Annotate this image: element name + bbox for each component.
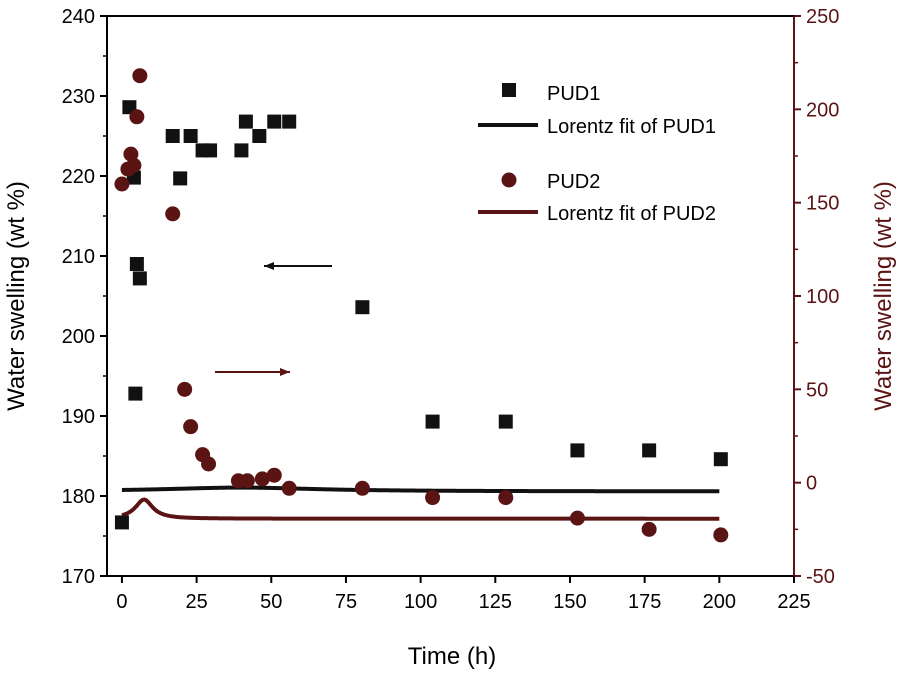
left-y-tick-label: 190 — [62, 406, 95, 428]
data-point-pud2 — [239, 473, 255, 489]
data-point-pud2 — [281, 480, 297, 496]
data-point-pud2 — [114, 176, 130, 192]
data-point-pud1 — [234, 143, 249, 158]
legend-label-pud1: PUD1 — [547, 83, 600, 105]
right-y-axis-title: Water swelling (wt %) — [870, 181, 897, 411]
data-point-pud2 — [354, 480, 370, 496]
x-tick-label: 25 — [185, 591, 207, 613]
data-point-pud1 — [570, 443, 585, 458]
data-point-pud1 — [173, 171, 188, 186]
data-point-pud1 — [642, 443, 657, 458]
data-point-pud2 — [177, 381, 193, 397]
data-point-pud2 — [266, 467, 282, 483]
legend-marker-pud1 — [502, 83, 516, 97]
data-point-pud1 — [203, 143, 218, 158]
left-y-tick-label: 210 — [62, 246, 95, 268]
left-y-tick-label: 220 — [62, 166, 95, 188]
x-tick-label: 225 — [777, 591, 810, 613]
x-tick-label: 200 — [703, 591, 736, 613]
data-point-pud2 — [569, 510, 585, 526]
data-point-pud2 — [129, 109, 145, 125]
data-point-pud2 — [165, 206, 181, 222]
data-point-pud1 — [267, 114, 282, 129]
fit-curve-pud1 — [121, 485, 720, 494]
left-y-tick-label: 200 — [62, 326, 95, 348]
left-y-tick-label: 170 — [62, 566, 95, 588]
x-tick-label: 175 — [628, 591, 661, 613]
data-point-pud1 — [183, 129, 198, 143]
right-y-tick-label: 200 — [806, 99, 839, 121]
data-point-pud1 — [282, 114, 297, 129]
data-point-pud2 — [201, 456, 217, 472]
axes: 0 25 50 75 100 125 150 175 200 225 170 180 190 200 210… — [62, 6, 840, 613]
legend-label-fit-pud2: Lorentz fit of PUD2 — [547, 203, 716, 225]
data-point-pud1 — [252, 129, 267, 143]
legend-label-fit-pud1: Lorentz fit of PUD1 — [547, 116, 716, 138]
legend-marker-pud2 — [501, 172, 517, 188]
data-point-pud1 — [128, 386, 143, 401]
left-y-tick-label: 240 — [62, 6, 95, 28]
legend-label-pud2: PUD2 — [547, 171, 600, 193]
data-point-pud2 — [641, 521, 657, 537]
data-point-pud2 — [713, 527, 729, 543]
data-point-pud1 — [713, 452, 728, 467]
left-y-tick-label: 180 — [62, 486, 95, 508]
data-point-pud2 — [126, 157, 142, 173]
arrow-right-indicator-head — [280, 368, 290, 376]
arrow-left-indicator — [264, 262, 332, 270]
right-y-tick-label: 150 — [806, 193, 839, 215]
left-y-tick-label: 230 — [62, 86, 95, 108]
data-point-pud2 — [425, 490, 441, 506]
right-y-tick-label: 100 — [806, 286, 839, 308]
fit-curve-pud2 — [121, 497, 720, 521]
arrow-left-indicator-head — [264, 262, 274, 270]
x-tick-label: 100 — [404, 591, 437, 613]
x-tick-label: 125 — [479, 591, 512, 613]
left-y-axis-title: Water swelling (wt %) — [3, 181, 30, 411]
data-point-pud2 — [132, 68, 148, 84]
data-point-pud1 — [132, 271, 147, 286]
right-y-tick-label: 0 — [806, 473, 817, 495]
x-axis-title: Time (h) — [408, 643, 496, 670]
data-point-pud1 — [165, 129, 180, 143]
arrow-right-indicator — [215, 368, 290, 376]
data-point-pud2 — [183, 419, 199, 435]
data-point-pud1 — [425, 414, 440, 429]
right-y-tick-label: 50 — [806, 379, 828, 401]
x-tick-label: 0 — [116, 591, 127, 613]
data-point-pud1 — [238, 114, 253, 129]
data-point-pud2 — [498, 490, 514, 506]
x-tick-label: 50 — [260, 591, 282, 613]
right-y-tick-label: 250 — [806, 6, 839, 28]
x-tick-label: 75 — [335, 591, 357, 613]
data-point-pud1 — [114, 515, 129, 530]
plot-area — [114, 68, 729, 543]
x-tick-label: 150 — [553, 591, 586, 613]
data-point-pud1 — [129, 257, 144, 271]
data-point-pud1 — [355, 300, 370, 315]
right-y-tick-label: -50 — [806, 566, 835, 588]
legend: PUD1 Lorentz fit of PUD1 PUD2 Lorentz fi… — [478, 83, 716, 225]
data-point-pud2 — [254, 471, 270, 487]
data-point-pud1 — [498, 414, 513, 429]
